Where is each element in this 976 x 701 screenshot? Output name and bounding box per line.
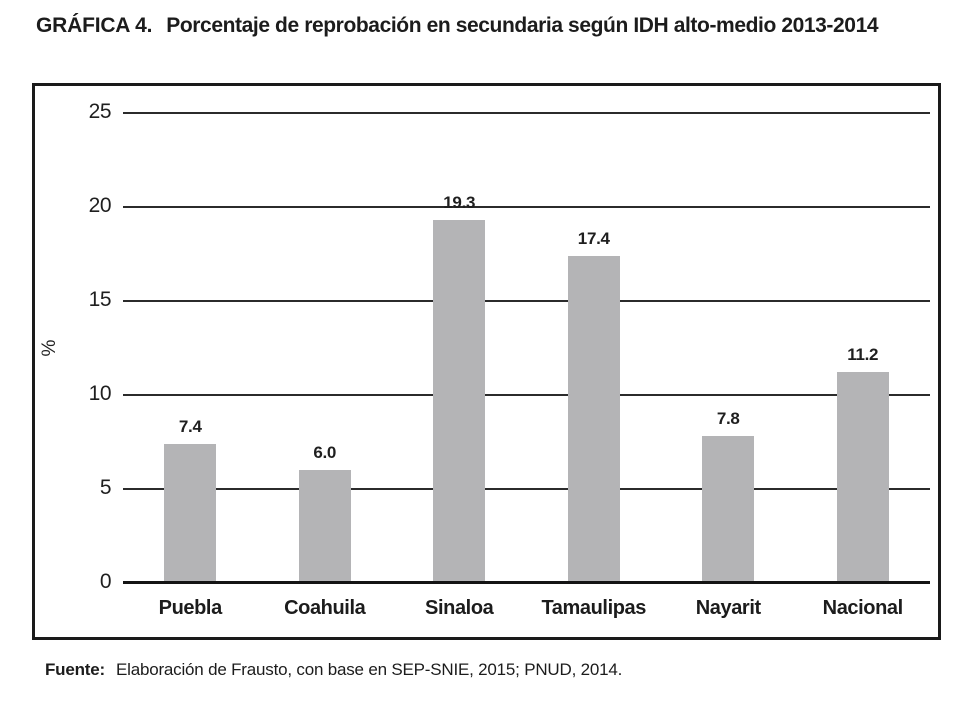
chart-frame: % 0 5 10 15 20 25 7.4 6.0 19.3 17.4 7.8 11.2 Puebl… bbox=[32, 83, 941, 640]
x-axis-labels: Puebla Coahuila Sinaloa Tamaulipas Nayarit Na… bbox=[123, 597, 930, 627]
gridline-10 bbox=[123, 394, 930, 396]
x-tick-label-tamaulipas: Tamaulipas bbox=[541, 597, 647, 619]
gridline-25 bbox=[123, 112, 930, 114]
bar-value-nayarit: 7.8 bbox=[716, 409, 740, 429]
y-tick-label-0: 0 bbox=[99, 570, 112, 594]
bar-value-puebla: 7.4 bbox=[178, 416, 202, 436]
bar-value-nacional: 11.2 bbox=[847, 345, 879, 365]
chart-title-label: GRÁFICA 4. bbox=[36, 14, 153, 37]
chart-title: GRÁFICA 4. Porcentaje de reprobación en s… bbox=[36, 14, 956, 38]
bar-slot-tamaulipas: 17.4 bbox=[527, 113, 661, 583]
bar-slot-coahuila: 6.0 bbox=[257, 113, 391, 583]
y-tick-label-20: 20 bbox=[88, 194, 112, 218]
bar-nayarit bbox=[702, 436, 755, 583]
gridline-15 bbox=[123, 300, 930, 302]
y-tick-label-15: 15 bbox=[88, 288, 112, 312]
x-tick-label-sinaloa: Sinaloa bbox=[425, 597, 494, 619]
bar-slot-nacional: 11.2 bbox=[796, 113, 930, 583]
gridline-5 bbox=[123, 488, 930, 490]
y-tick-label-25: 25 bbox=[88, 100, 112, 124]
bar-tamaulipas bbox=[567, 255, 620, 583]
x-tick-label-nayarit: Nayarit bbox=[695, 597, 761, 619]
plot-area: 7.4 6.0 19.3 17.4 7.8 11.2 bbox=[123, 112, 930, 584]
bar-slot-sinaloa: 19.3 bbox=[392, 113, 526, 583]
bar-coahuila bbox=[298, 470, 351, 583]
bar-puebla bbox=[164, 443, 217, 583]
bar-sinaloa bbox=[433, 220, 486, 583]
y-tick-label-5: 5 bbox=[99, 476, 112, 500]
x-tick-label-nacional: Nacional bbox=[822, 597, 904, 619]
chart-title-text: Porcentaje de reprobación en secundaria … bbox=[166, 14, 879, 37]
x-axis-line bbox=[123, 581, 930, 584]
y-axis-ticks: 0 5 10 15 20 25 bbox=[35, 100, 112, 593]
gridline-20 bbox=[123, 206, 930, 208]
y-tick-label-10: 10 bbox=[88, 382, 112, 406]
bar-value-coahuila: 6.0 bbox=[313, 443, 337, 463]
source-text: Elaboración de Frausto, con base en SEP-… bbox=[115, 660, 623, 679]
bar-value-sinaloa: 19.3 bbox=[443, 193, 476, 213]
bar-slot-puebla: 7.4 bbox=[123, 113, 257, 583]
source-label: Fuente: bbox=[45, 660, 105, 679]
source-note: Fuente: Elaboración de Frausto, con base … bbox=[45, 660, 622, 680]
x-tick-label-coahuila: Coahuila bbox=[284, 597, 366, 619]
bar-value-tamaulipas: 17.4 bbox=[577, 228, 610, 248]
bar-slot-nayarit: 7.8 bbox=[661, 113, 795, 583]
bar-nacional bbox=[836, 372, 889, 583]
x-tick-label-puebla: Puebla bbox=[158, 597, 223, 619]
